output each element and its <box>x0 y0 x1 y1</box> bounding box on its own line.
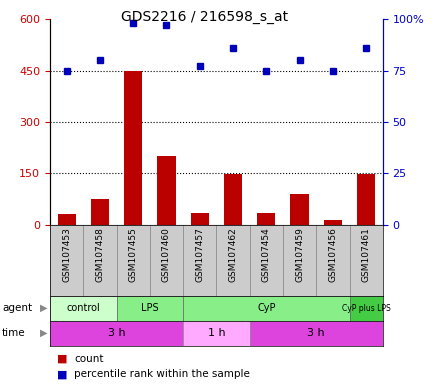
Bar <box>149 225 183 296</box>
Text: CyP plus LPS: CyP plus LPS <box>341 304 390 313</box>
Bar <box>249 225 283 296</box>
Text: ■: ■ <box>56 369 67 379</box>
Text: 3 h: 3 h <box>108 328 125 338</box>
Bar <box>190 213 208 225</box>
Bar <box>124 71 142 225</box>
Bar <box>224 174 242 225</box>
Bar <box>183 321 249 346</box>
Text: GSM107459: GSM107459 <box>294 227 303 281</box>
Text: 3 h: 3 h <box>307 328 324 338</box>
Text: GSM107454: GSM107454 <box>261 227 270 281</box>
Text: GSM107462: GSM107462 <box>228 227 237 281</box>
Text: ■: ■ <box>56 354 67 364</box>
Bar <box>91 199 109 225</box>
Bar <box>349 296 382 321</box>
Bar <box>216 225 249 296</box>
Bar <box>183 225 216 296</box>
Text: GSM107461: GSM107461 <box>361 227 370 281</box>
Text: GSM107455: GSM107455 <box>128 227 138 281</box>
Bar <box>283 225 316 296</box>
Text: ▶: ▶ <box>39 303 47 313</box>
Text: control: control <box>66 303 100 313</box>
Text: time: time <box>2 328 26 338</box>
Bar <box>316 225 349 296</box>
Bar <box>57 214 76 225</box>
Bar <box>50 321 183 346</box>
Bar <box>83 225 116 296</box>
Text: count: count <box>74 354 103 364</box>
Bar <box>157 156 175 225</box>
Text: agent: agent <box>2 303 32 313</box>
Bar <box>116 296 183 321</box>
Text: 1 h: 1 h <box>207 328 225 338</box>
Bar <box>323 220 341 225</box>
Text: ▶: ▶ <box>39 328 47 338</box>
Bar <box>256 213 275 225</box>
Text: GSM107456: GSM107456 <box>328 227 337 281</box>
Text: GSM107453: GSM107453 <box>62 227 71 281</box>
Bar <box>349 225 382 296</box>
Bar <box>183 296 349 321</box>
Bar <box>116 225 149 296</box>
Text: LPS: LPS <box>141 303 158 313</box>
Bar <box>290 194 308 225</box>
Text: GSM107460: GSM107460 <box>161 227 171 281</box>
Text: GDS2216 / 216598_s_at: GDS2216 / 216598_s_at <box>121 10 287 23</box>
Text: CyP: CyP <box>256 303 275 313</box>
Text: GSM107457: GSM107457 <box>195 227 204 281</box>
Bar <box>356 174 375 225</box>
Text: GSM107458: GSM107458 <box>95 227 104 281</box>
Bar <box>50 225 83 296</box>
Bar <box>50 296 116 321</box>
Text: percentile rank within the sample: percentile rank within the sample <box>74 369 249 379</box>
Bar <box>249 321 382 346</box>
